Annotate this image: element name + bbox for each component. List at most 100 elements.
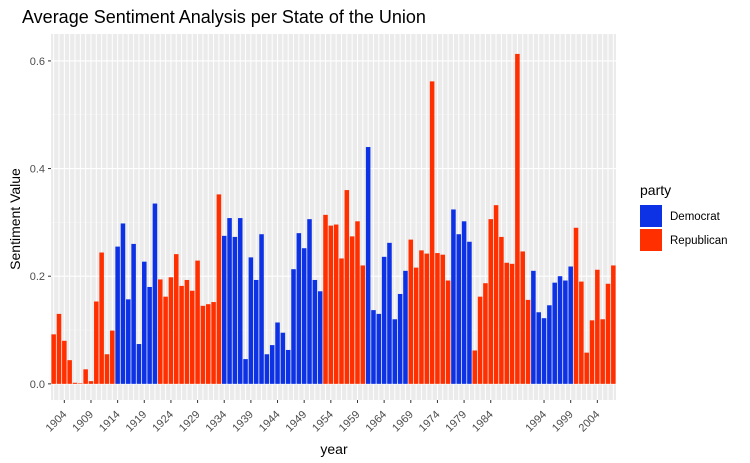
bar-republican — [83, 369, 88, 384]
x-tick-label: 1929 — [177, 409, 203, 435]
bar-republican — [104, 354, 110, 384]
bar-republican — [499, 236, 504, 384]
bar-democrat — [259, 234, 264, 384]
legend-title: party — [640, 182, 671, 198]
bar-republican — [419, 250, 424, 384]
bar-republican — [78, 383, 83, 384]
bar-democrat — [227, 218, 232, 384]
x-tick-label: 1924 — [150, 409, 176, 435]
bar-republican — [189, 290, 195, 384]
bar-republican — [611, 265, 616, 384]
bars — [51, 53, 616, 384]
bar-democrat — [461, 221, 467, 384]
bar-republican — [605, 283, 611, 384]
bar-democrat — [264, 354, 270, 384]
bar-republican — [360, 265, 366, 384]
bar-republican — [435, 253, 440, 384]
bar-republican — [62, 340, 67, 384]
bar-republican — [589, 320, 595, 384]
x-axis: 1904 1909 1914 1919 1924 1929 1934 1939 1944 1949… — [44, 400, 602, 435]
x-tick-label: 1979 — [443, 409, 469, 435]
bar-democrat — [237, 218, 243, 384]
bar-democrat — [131, 243, 136, 384]
bar-republican — [504, 262, 509, 384]
bar-republican — [163, 296, 168, 384]
bar-democrat — [568, 266, 573, 384]
bar-democrat — [280, 332, 286, 384]
x-tick-label: 1939 — [230, 409, 256, 435]
bar-democrat — [120, 223, 126, 384]
bar-republican — [355, 221, 360, 384]
x-tick-label: 1959 — [337, 409, 363, 435]
x-tick-label: 1974 — [417, 409, 443, 435]
y-axis-title: Sentiment Value — [7, 168, 23, 270]
bar-democrat — [248, 257, 254, 384]
bar-republican — [349, 236, 355, 384]
bar-republican — [509, 263, 515, 384]
bar-democrat — [253, 279, 259, 384]
x-tick-label: 1944 — [257, 409, 283, 435]
bar-democrat — [232, 236, 238, 384]
bar-democrat — [536, 312, 541, 384]
bar-democrat — [365, 147, 371, 384]
bar-democrat — [467, 241, 472, 384]
y-tick-label: 0.4 — [30, 164, 45, 176]
bar-republican — [445, 280, 451, 384]
legend-label-democrat: Democrat — [670, 211, 721, 223]
x-tick-label: 1909 — [70, 409, 96, 435]
bar-republican — [333, 224, 339, 384]
bar-democrat — [387, 242, 392, 384]
bar-democrat — [531, 270, 536, 384]
bar-republican — [440, 254, 446, 384]
bar-democrat — [547, 305, 552, 384]
bar-democrat — [126, 299, 131, 384]
bar-republican — [216, 194, 222, 384]
bar-republican — [328, 225, 334, 384]
bar-democrat — [317, 291, 323, 384]
bar-republican — [158, 279, 163, 384]
x-tick-label: 1969 — [390, 409, 416, 435]
bar-democrat — [142, 261, 147, 384]
bar-democrat — [392, 319, 398, 384]
bar-republican — [344, 190, 350, 384]
chart-title: Average Sentiment Analysis per State of … — [22, 7, 426, 27]
bar-republican — [195, 260, 200, 384]
bar-democrat — [376, 313, 382, 384]
bar-republican — [493, 205, 499, 384]
bar-republican — [211, 302, 216, 384]
bar-republican — [424, 253, 430, 384]
bar-republican — [323, 214, 328, 384]
x-tick-label: 1934 — [204, 409, 230, 435]
bar-republican — [579, 281, 584, 384]
bar-republican — [413, 267, 419, 384]
bar-republican — [483, 283, 488, 384]
bar-republican — [477, 296, 483, 384]
x-axis-title: year — [320, 441, 348, 457]
bar-republican — [67, 360, 72, 384]
bar-republican — [56, 313, 62, 384]
bar-democrat — [296, 233, 302, 384]
y-tick-label: 0.0 — [30, 379, 45, 391]
bar-republican — [573, 227, 579, 384]
bar-democrat — [301, 248, 307, 384]
bar-republican — [600, 319, 605, 384]
bar-republican — [205, 304, 211, 384]
bar-democrat — [291, 269, 296, 384]
x-tick-label: 1914 — [97, 409, 123, 435]
bar-democrat — [397, 293, 403, 384]
bar-democrat — [221, 235, 227, 384]
bar-democrat — [307, 219, 312, 384]
bar-republican — [584, 352, 589, 384]
bar-republican — [408, 239, 414, 384]
bar-republican — [339, 258, 344, 384]
bar-republican — [488, 219, 494, 384]
x-tick-label: 1984 — [470, 409, 496, 435]
bar-democrat — [451, 209, 456, 384]
x-tick-label: 1949 — [284, 409, 310, 435]
bar-republican — [110, 330, 115, 384]
bar-democrat — [456, 234, 462, 384]
bar-republican — [520, 251, 525, 384]
bar-democrat — [552, 282, 557, 384]
bar-democrat — [371, 310, 376, 384]
bar-republican — [200, 305, 206, 384]
